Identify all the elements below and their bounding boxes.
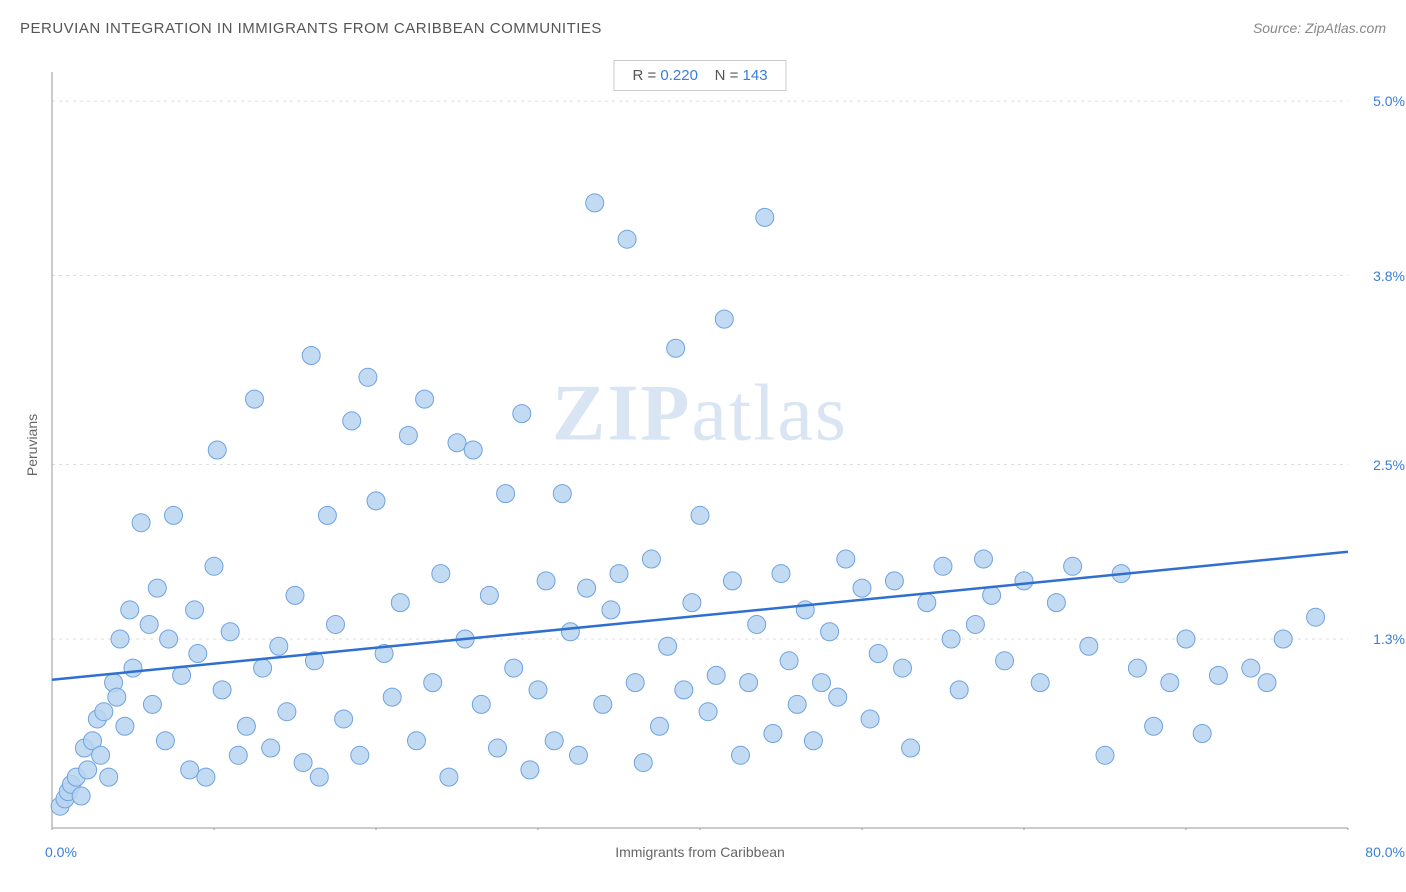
stats-gap (698, 67, 715, 84)
n-value: 143 (743, 67, 768, 84)
stats-box: R = 0.220 N = 143 (613, 60, 786, 91)
x-max-label: 80.0% (1365, 844, 1405, 860)
chart-area: ZIPatlas R = 0.220 N = 143 Peruvians Imm… (50, 60, 1350, 830)
y-tick-label: 2.5% (1373, 457, 1405, 473)
y-axis-label: Peruvians (24, 414, 40, 476)
y-tick-label: 1.3% (1373, 631, 1405, 647)
n-label: N = (715, 67, 743, 84)
y-tick-label: 3.8% (1373, 268, 1405, 284)
y-tick-label: 5.0% (1373, 93, 1405, 109)
x-axis-label: Immigrants from Caribbean (615, 844, 785, 860)
chart-title: PERUVIAN INTEGRATION IN IMMIGRANTS FROM … (20, 20, 602, 37)
r-value: 0.220 (660, 67, 698, 84)
source-attribution: Source: ZipAtlas.com (1253, 20, 1386, 36)
r-label: R = (632, 67, 660, 84)
x-origin-label: 0.0% (45, 844, 77, 860)
scatter-plot (50, 60, 1350, 830)
